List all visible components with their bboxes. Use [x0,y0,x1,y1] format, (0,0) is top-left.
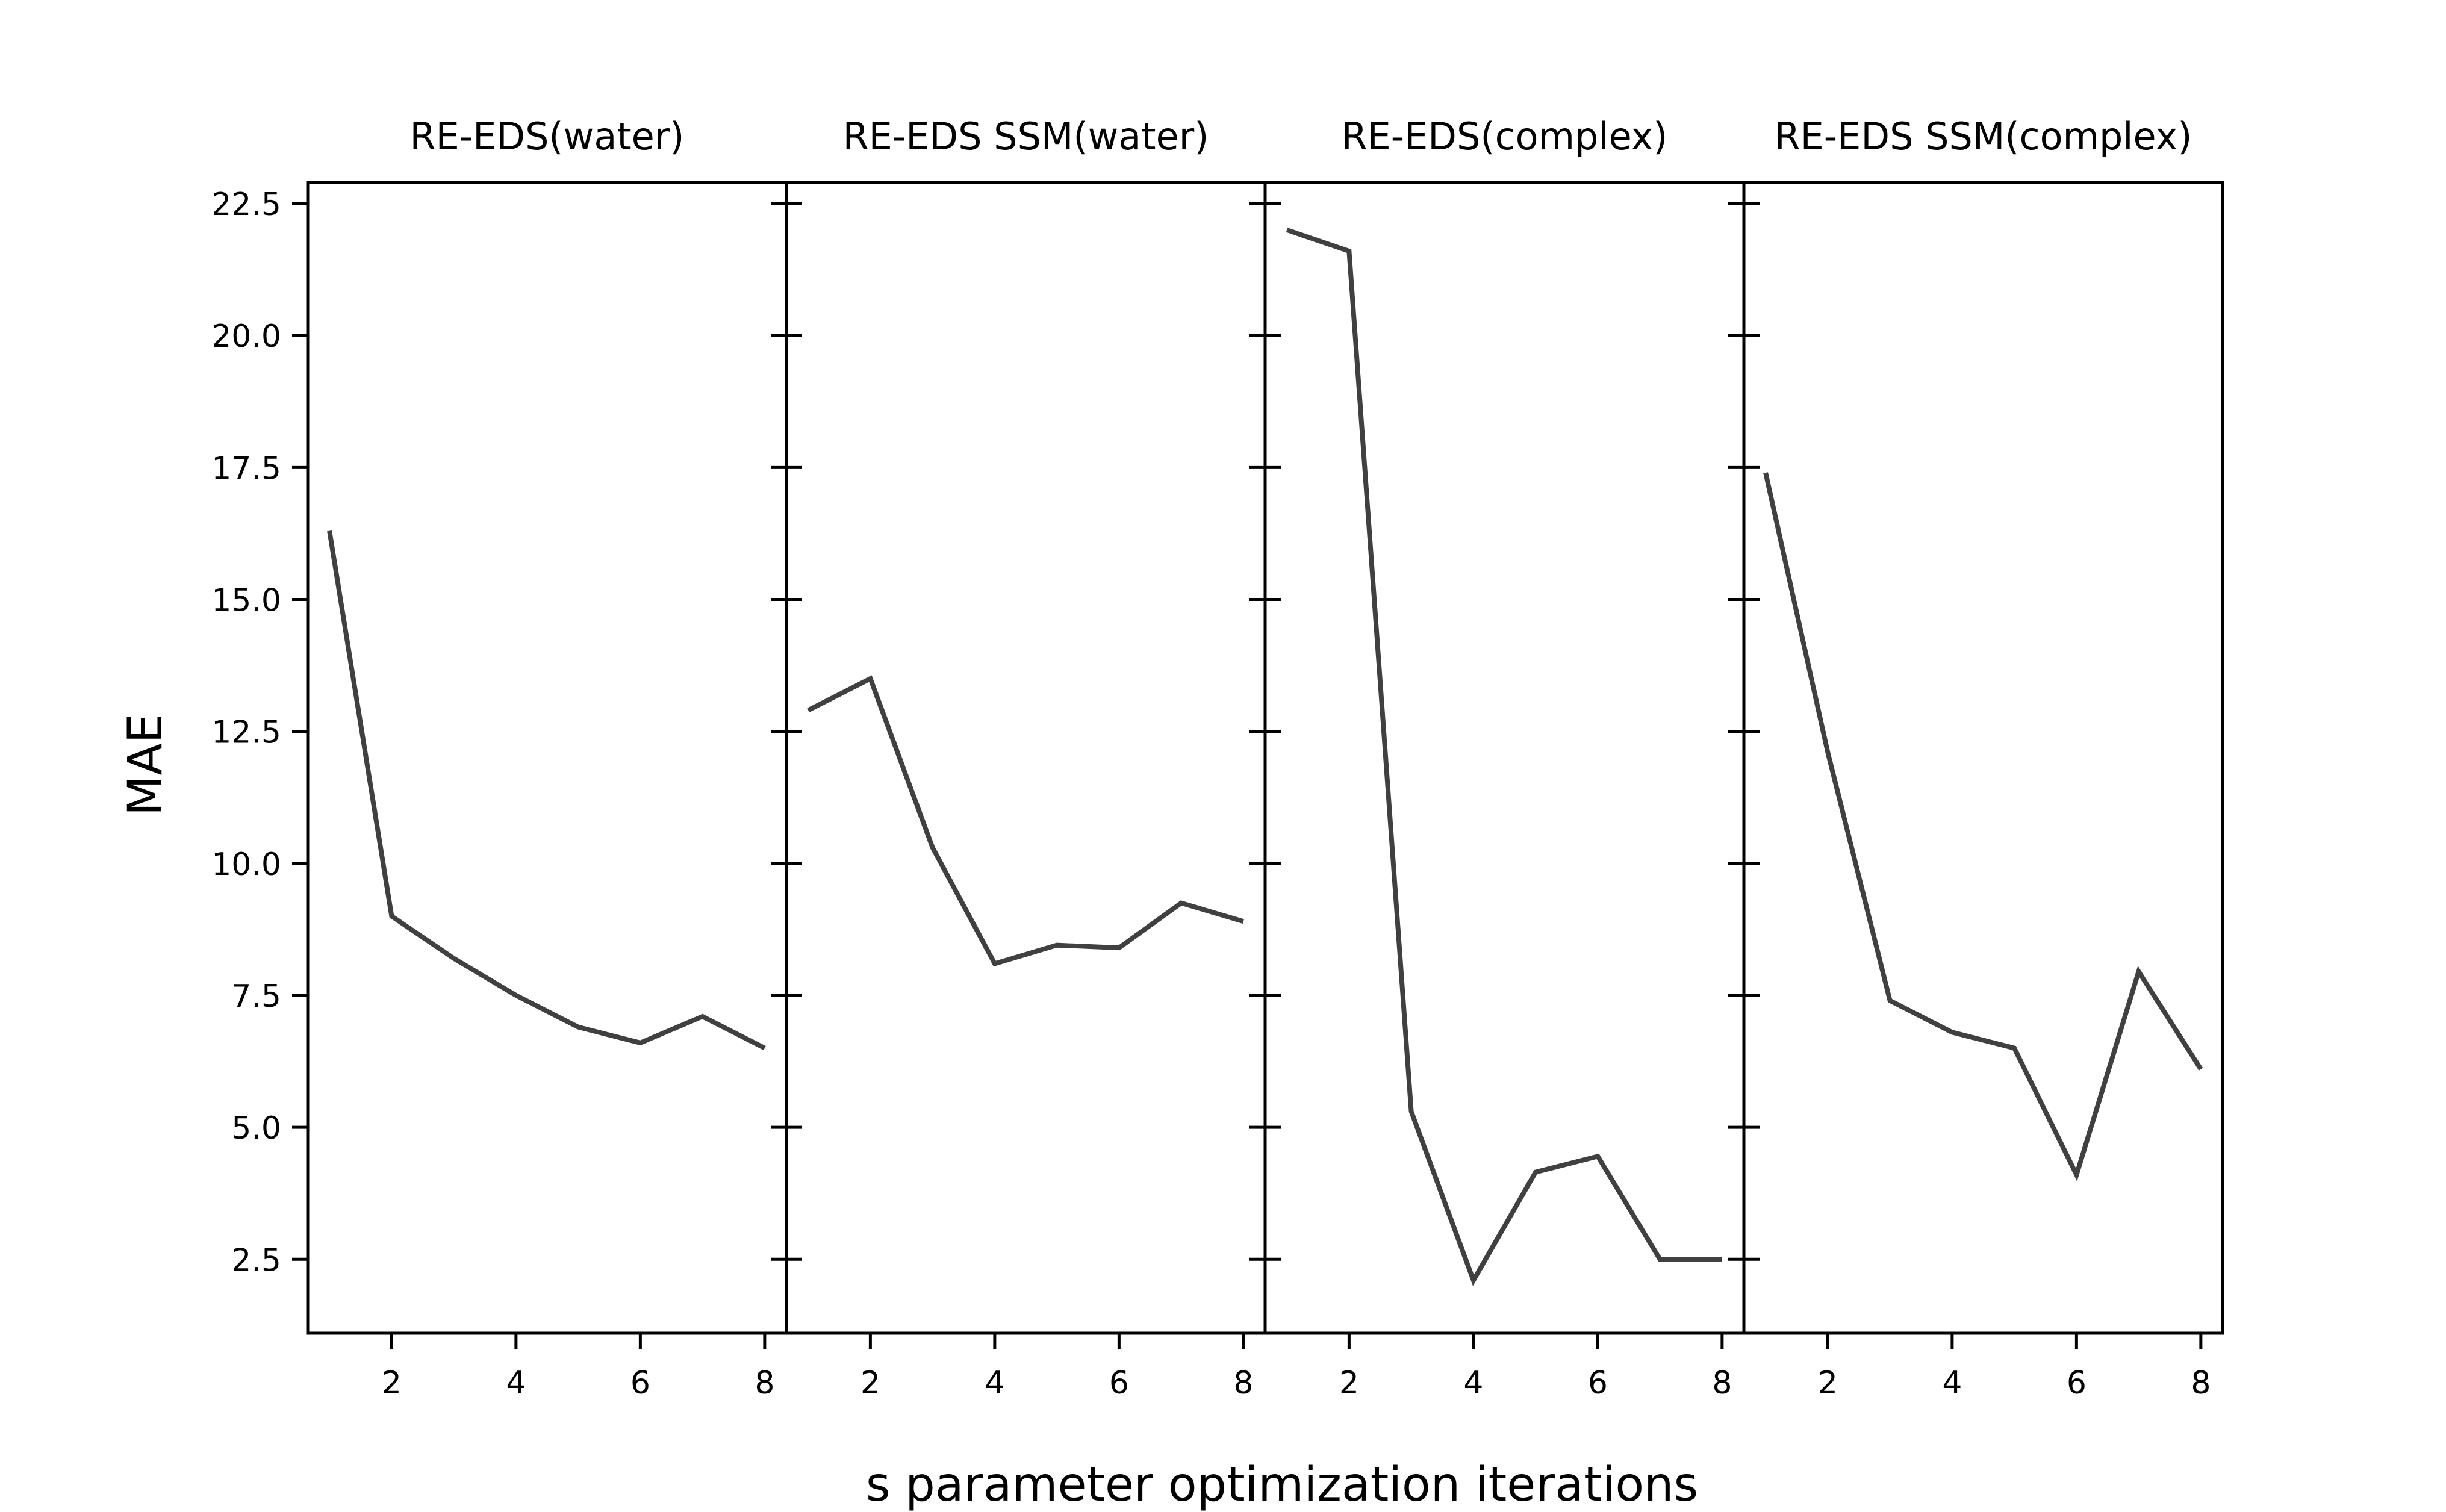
panel-frame-3 [1263,181,1746,1335]
series-line-4 [1763,472,2203,1181]
x-tick-label: 8 [2191,1365,2211,1401]
panel-frame-1 [306,181,788,1335]
panel-title-2: RE-EDS SSM(water) [843,114,1209,158]
x-tick-label: 8 [755,1365,774,1401]
x-tick-label: 2 [860,1365,880,1401]
x-axis-label: s parameter optimization iterations [866,1458,1698,1512]
x-tick-label: 8 [1712,1365,1732,1401]
x-tick-label: 4 [1942,1365,1962,1401]
y-tick-label: 2.5 [231,1242,281,1278]
panel-frame-4 [1742,181,2224,1335]
x-tick-label: 2 [1339,1365,1359,1401]
x-tick-label: 6 [1109,1365,1129,1401]
panel-title-3: RE-EDS(complex) [1341,114,1667,158]
y-tick-label: 17.5 [211,450,281,487]
x-tick-label: 4 [985,1365,1004,1401]
panel-title-1: RE-EDS(water) [410,114,685,158]
series-line-1 [327,530,766,1051]
series-line-2 [807,675,1245,967]
y-tick-label: 5.0 [231,1110,281,1146]
y-tick-label: 15.0 [211,583,281,619]
x-tick-label: 2 [382,1365,402,1401]
x-tick-label: 4 [506,1365,526,1401]
y-tick-label: 7.5 [231,978,281,1015]
x-tick-label: 6 [2067,1365,2087,1401]
x-tick-label: 4 [1463,1365,1483,1401]
x-tick-label: 2 [1818,1365,1838,1401]
x-tick-label: 8 [1233,1365,1253,1401]
panel-title-4: RE-EDS SSM(complex) [1775,114,2192,158]
y-tick-label: 20.0 [211,319,281,355]
y-axis-label: MAE [119,714,173,816]
panel-frame-2 [785,181,1267,1335]
series-line-3 [1286,228,1722,1286]
y-tick-label: 10.0 [211,847,281,883]
y-tick-label: 22.5 [211,187,281,223]
x-tick-label: 6 [630,1365,650,1401]
x-tick-label: 6 [1588,1365,1608,1401]
y-tick-label: 12.5 [211,715,281,751]
panels: RE-EDS(water)2 4 6 822.520.017.515.012.510.… [211,114,2224,1401]
